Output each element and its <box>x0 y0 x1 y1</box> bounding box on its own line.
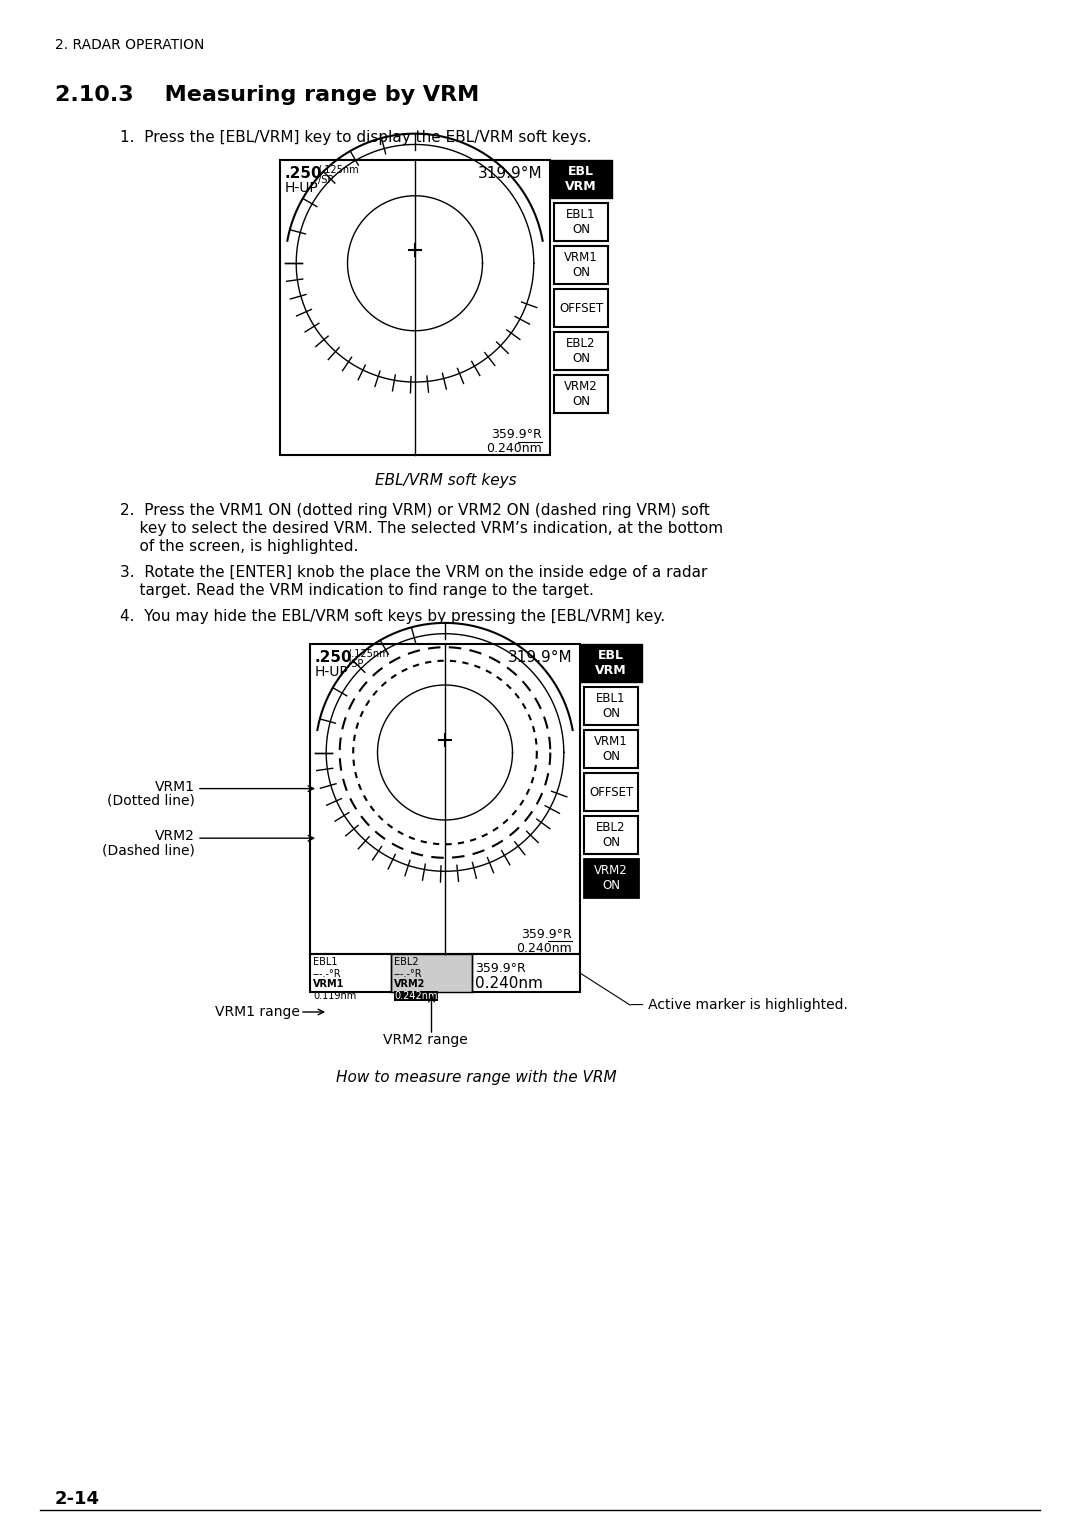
Text: VRM1
ON: VRM1 ON <box>564 251 598 280</box>
Text: 4.  You may hide the EBL/VRM soft keys by pressing the [EBL/VRM] key.: 4. You may hide the EBL/VRM soft keys by… <box>120 610 665 623</box>
Text: 0.240nm: 0.240nm <box>516 941 572 955</box>
Bar <box>554 246 608 284</box>
Text: H-UP: H-UP <box>315 665 349 678</box>
Text: of the screen, is highlighted.: of the screen, is highlighted. <box>120 539 359 555</box>
Text: 2.10.3    Measuring range by VRM: 2.10.3 Measuring range by VRM <box>55 86 480 105</box>
Text: VRM2
ON: VRM2 ON <box>564 380 598 408</box>
Text: /.125nm: /.125nm <box>318 165 359 176</box>
Text: 359.9°R: 359.9°R <box>475 961 526 975</box>
Text: VRM2: VRM2 <box>394 979 426 989</box>
Text: How to measure range with the VRM: How to measure range with the VRM <box>336 1070 617 1085</box>
Bar <box>310 953 580 992</box>
Text: H-UP: H-UP <box>285 180 319 196</box>
Text: EBL
VRM: EBL VRM <box>595 649 626 677</box>
Text: target. Read the VRM indication to find range to the target.: target. Read the VRM indication to find … <box>120 584 594 597</box>
Text: (Dotted line): (Dotted line) <box>107 793 195 808</box>
Text: EBL2
ON: EBL2 ON <box>566 338 596 365</box>
Text: VRM1 range: VRM1 range <box>215 1005 300 1019</box>
Text: EBL1: EBL1 <box>313 957 337 967</box>
Text: 0.242nm: 0.242nm <box>394 992 437 1001</box>
Text: — Active marker is highlighted.: — Active marker is highlighted. <box>630 998 848 1012</box>
Text: 2. RADAR OPERATION: 2. RADAR OPERATION <box>55 38 204 52</box>
Bar <box>391 953 472 992</box>
Text: 0.240nm: 0.240nm <box>475 975 543 990</box>
Text: EBL
VRM: EBL VRM <box>565 165 597 193</box>
Text: 319.9°M: 319.9°M <box>477 167 542 182</box>
Bar <box>584 773 638 811</box>
Text: 359.9°R: 359.9°R <box>522 927 572 941</box>
Text: VRM2: VRM2 <box>156 830 195 843</box>
Text: 0.240nm: 0.240nm <box>486 443 542 455</box>
Bar <box>550 160 612 199</box>
Text: 2.  Press the VRM1 ON (dotted ring VRM) or VRM2 ON (dashed ring VRM) soft: 2. Press the VRM1 ON (dotted ring VRM) o… <box>120 503 710 518</box>
Bar <box>584 816 638 854</box>
Text: ---.-°R: ---.-°R <box>313 969 341 979</box>
Bar <box>584 688 638 724</box>
Text: OFFSET: OFFSET <box>589 785 633 799</box>
Text: VRM2 range: VRM2 range <box>382 1033 468 1047</box>
Bar <box>580 643 642 681</box>
Text: 1.  Press the [EBL/VRM] key to display the EBL/VRM soft keys.: 1. Press the [EBL/VRM] key to display th… <box>120 130 592 145</box>
Text: EBL2
ON: EBL2 ON <box>596 821 625 850</box>
Text: (Dashed line): (Dashed line) <box>103 843 195 857</box>
Text: 3.  Rotate the [ENTER] knob the place the VRM on the inside edge of a radar: 3. Rotate the [ENTER] knob the place the… <box>120 565 707 581</box>
Text: ---.-°R: ---.-°R <box>394 969 422 979</box>
Bar <box>584 730 638 769</box>
Text: VRM2
ON: VRM2 ON <box>594 863 627 892</box>
Bar <box>554 289 608 327</box>
Bar <box>310 643 580 953</box>
Text: /SP: /SP <box>318 176 334 185</box>
Bar <box>554 332 608 370</box>
Text: 359.9°R: 359.9°R <box>491 428 542 442</box>
Text: .250: .250 <box>285 167 323 182</box>
Text: /SP: /SP <box>348 659 363 669</box>
Text: 0.119nm: 0.119nm <box>313 992 356 1001</box>
Text: EBL1
ON: EBL1 ON <box>566 208 596 235</box>
Text: EBL/VRM soft keys: EBL/VRM soft keys <box>375 474 517 487</box>
Bar <box>554 203 608 241</box>
Text: .250: .250 <box>315 651 353 666</box>
Text: VRM1
ON: VRM1 ON <box>594 735 627 762</box>
Bar <box>280 160 550 455</box>
Bar <box>584 859 638 897</box>
Text: key to select the desired VRM. The selected VRM’s indication, at the bottom: key to select the desired VRM. The selec… <box>120 521 724 536</box>
Text: OFFSET: OFFSET <box>558 301 603 315</box>
Bar <box>554 374 608 413</box>
Text: VRM1: VRM1 <box>313 979 345 989</box>
Text: 2-14: 2-14 <box>55 1490 100 1508</box>
Text: 319.9°M: 319.9°M <box>508 651 572 666</box>
Text: EBL1
ON: EBL1 ON <box>596 692 625 720</box>
Text: VRM1: VRM1 <box>156 779 195 793</box>
Text: /.125nm: /.125nm <box>348 649 389 659</box>
Text: EBL2: EBL2 <box>394 957 419 967</box>
